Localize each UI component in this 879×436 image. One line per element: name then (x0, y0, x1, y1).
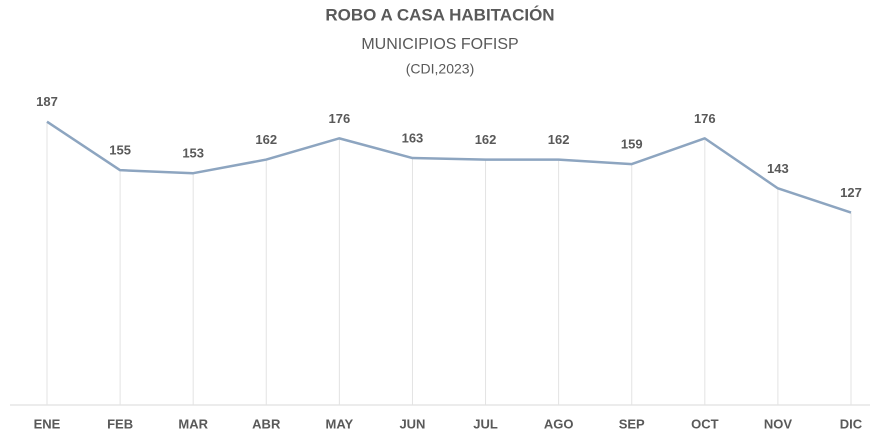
data-label: 127 (840, 185, 862, 200)
x-tick-label: DIC (840, 416, 863, 431)
data-label: 153 (182, 146, 204, 161)
x-tick-label: OCT (691, 416, 719, 431)
x-tick-label: JUN (399, 416, 425, 431)
data-label: 159 (621, 137, 643, 152)
data-label: 143 (767, 161, 789, 176)
x-tick-label: SEP (619, 416, 645, 431)
data-label: 176 (694, 111, 716, 126)
x-tick-label: FEB (107, 416, 133, 431)
data-label: 162 (475, 132, 497, 147)
x-tick-label: MAR (178, 416, 208, 431)
x-tick-label: JUL (473, 416, 498, 431)
x-tick-label: MAY (326, 416, 354, 431)
x-tick-label: ABR (252, 416, 281, 431)
data-label: 162 (548, 132, 570, 147)
x-tick-label: AGO (544, 416, 574, 431)
data-label: 163 (402, 130, 424, 145)
data-label: 155 (109, 143, 131, 158)
chart-subtitle: (CDI,2023) (406, 61, 474, 77)
chart-subtitle: MUNICIPIOS FOFISP (361, 36, 518, 53)
data-label: 187 (36, 94, 58, 109)
x-tick-label: ENE (34, 416, 61, 431)
x-tick-label: NOV (764, 416, 793, 431)
chart-title: ROBO A CASA HABITACIÓN (325, 5, 554, 24)
data-label: 176 (329, 111, 351, 126)
line (46, 120, 852, 214)
data-label: 162 (255, 132, 277, 147)
